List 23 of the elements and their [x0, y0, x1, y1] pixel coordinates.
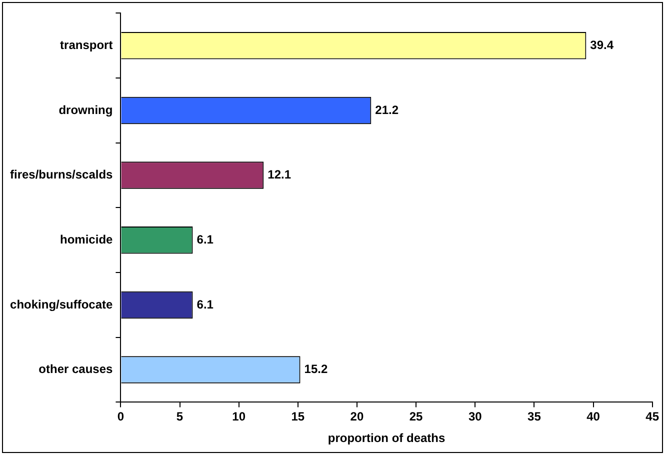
- data-label: 39.4: [590, 38, 614, 52]
- data-label: 12.1: [268, 168, 292, 182]
- x-tick-label: 45: [646, 410, 660, 424]
- x-tick-label: 0: [117, 410, 124, 424]
- y-tick-label: drowning: [58, 102, 113, 117]
- x-axis-title: proportion of deaths: [328, 431, 446, 446]
- y-tick-label: fires/burns/scalds: [10, 168, 114, 182]
- x-tick-label: 30: [468, 410, 482, 424]
- x-tick-label: 5: [176, 410, 184, 424]
- y-tick-label: transport: [60, 38, 113, 52]
- x-tick-label: 35: [528, 410, 542, 424]
- y-tick-label: other causes: [38, 362, 114, 376]
- x-tick-label: 15: [291, 410, 305, 424]
- x-tick-label: 10: [232, 410, 246, 424]
- data-label: 21.2: [375, 102, 399, 117]
- x-tick-label: 40: [586, 410, 600, 424]
- data-label: 6.1: [196, 297, 214, 312]
- x-tick-label: 25: [409, 410, 424, 424]
- data-label: 6.1: [196, 232, 214, 246]
- x-tick-label: 20: [350, 410, 364, 424]
- y-tick-label: choking/suffocate: [10, 297, 114, 312]
- y-tick-label: homicide: [60, 232, 114, 246]
- data-label: 15.2: [304, 362, 328, 376]
